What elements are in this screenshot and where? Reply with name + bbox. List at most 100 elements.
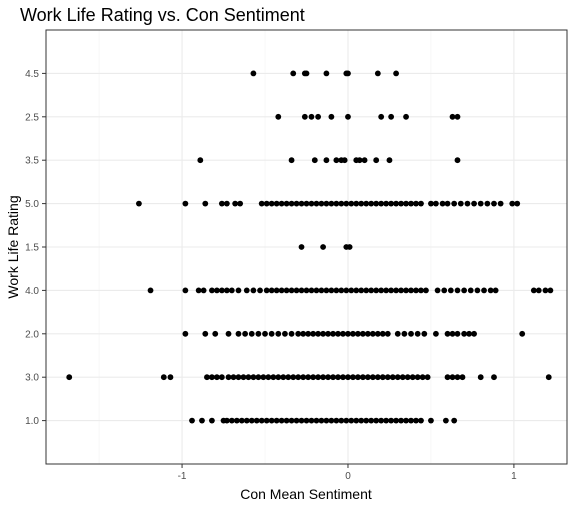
- data-point: [474, 287, 481, 294]
- y-axis-title: Work Life Rating: [5, 195, 21, 298]
- data-point: [268, 287, 275, 294]
- data-point: [330, 374, 336, 381]
- data-point: [315, 330, 322, 337]
- data-point: [356, 157, 363, 164]
- data-point: [218, 374, 225, 381]
- data-point: [288, 330, 295, 337]
- data-point: [491, 200, 497, 207]
- data-point: [398, 417, 404, 424]
- data-point: [386, 157, 393, 164]
- data-point: [374, 330, 381, 337]
- data-point: [477, 374, 484, 381]
- data-point: [442, 417, 449, 424]
- data-point: [328, 113, 335, 120]
- data-point: [418, 287, 424, 294]
- data-point: [235, 374, 242, 381]
- data-point: [323, 157, 330, 164]
- data-point: [313, 287, 320, 294]
- data-point: [268, 200, 275, 207]
- data-point: [373, 200, 380, 207]
- y-tick-label: 3.5: [25, 156, 39, 167]
- data-point: [325, 330, 331, 337]
- data-point: [461, 287, 468, 294]
- data-point: [189, 417, 195, 424]
- data-point: [238, 417, 245, 424]
- data-point: [379, 374, 386, 381]
- data-point: [345, 113, 351, 120]
- data-point: [282, 330, 288, 337]
- data-point: [399, 374, 406, 381]
- data-point: [199, 417, 205, 424]
- data-point: [218, 200, 225, 207]
- data-point: [223, 287, 230, 294]
- data-point: [295, 330, 302, 337]
- data-point: [318, 417, 325, 424]
- data-point: [454, 157, 461, 164]
- data-point: [363, 287, 370, 294]
- data-point: [364, 374, 371, 381]
- data-point: [545, 374, 552, 381]
- data-point: [378, 287, 385, 294]
- data-point: [237, 200, 244, 207]
- data-point: [218, 287, 225, 294]
- data-point: [388, 113, 395, 120]
- data-point: [434, 287, 441, 294]
- data-point: [318, 287, 325, 294]
- data-point: [301, 113, 308, 120]
- data-point: [313, 200, 320, 207]
- data-point: [288, 200, 295, 207]
- data-point: [444, 200, 451, 207]
- data-point: [368, 287, 375, 294]
- data-point: [408, 330, 414, 337]
- data-point: [484, 200, 491, 207]
- data-point: [255, 374, 262, 381]
- data-point: [250, 70, 257, 77]
- data-point: [310, 374, 317, 381]
- data-point: [223, 417, 230, 424]
- data-point: [258, 200, 265, 207]
- y-tick-label: 4.0: [25, 286, 39, 297]
- y-tick-label: 4.5: [25, 69, 39, 80]
- data-point: [428, 200, 434, 207]
- data-point: [278, 417, 285, 424]
- data-point: [487, 287, 494, 294]
- data-point: [182, 287, 189, 294]
- data-point: [298, 417, 305, 424]
- data-point: [408, 417, 414, 424]
- data-point: [383, 417, 390, 424]
- data-point: [401, 330, 408, 337]
- data-point: [547, 287, 554, 294]
- data-point: [384, 330, 391, 337]
- data-point: [228, 287, 235, 294]
- gridlines: [46, 30, 567, 464]
- data-point: [398, 200, 404, 207]
- data-point: [253, 417, 260, 424]
- data-point: [368, 417, 375, 424]
- data-point: [353, 417, 360, 424]
- data-point: [333, 287, 340, 294]
- data-point: [379, 330, 386, 337]
- data-point: [308, 200, 315, 207]
- data-point: [409, 374, 416, 381]
- data-point: [293, 200, 300, 207]
- data-point: [298, 287, 305, 294]
- data-point: [66, 374, 73, 381]
- data-point: [335, 330, 341, 337]
- data-point: [288, 287, 295, 294]
- data-point: [204, 374, 210, 381]
- data-point: [303, 200, 310, 207]
- data-point: [454, 330, 461, 337]
- data-point: [240, 374, 247, 381]
- data-point: [393, 200, 399, 207]
- data-point: [223, 200, 230, 207]
- data-point: [341, 157, 348, 164]
- data-point: [421, 330, 428, 337]
- x-tick-label: 1: [511, 471, 517, 482]
- data-point: [308, 113, 315, 120]
- data-point: [388, 417, 395, 424]
- data-point: [459, 374, 466, 381]
- data-point: [255, 330, 262, 337]
- data-point: [404, 374, 411, 381]
- data-point: [346, 244, 353, 250]
- data-point: [464, 200, 471, 207]
